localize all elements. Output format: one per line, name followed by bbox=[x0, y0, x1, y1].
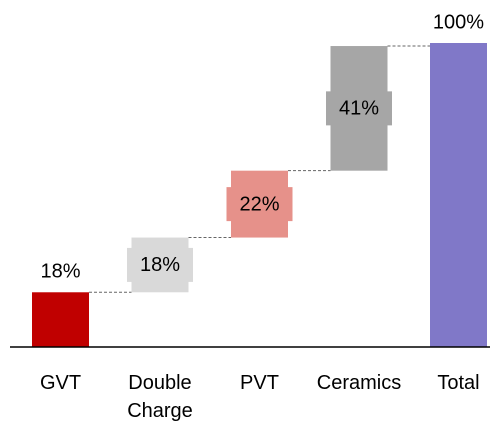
bar bbox=[32, 292, 89, 347]
x-tick-label: Total bbox=[437, 372, 480, 394]
x-tick-label: Double Charge bbox=[127, 372, 193, 422]
x-tick-label: GVT bbox=[39, 372, 82, 394]
x-tick-label: PVT bbox=[240, 372, 279, 394]
label-box bbox=[326, 91, 392, 126]
value-label: 41% bbox=[339, 98, 379, 120]
label-box bbox=[127, 247, 193, 282]
value-label: 22% bbox=[239, 193, 279, 215]
value-label: 18% bbox=[140, 254, 180, 276]
value-label: 18% bbox=[40, 261, 80, 283]
value-label: 100% bbox=[433, 11, 484, 33]
x-tick-label: Ceramics bbox=[316, 372, 402, 394]
label-box bbox=[226, 187, 293, 222]
bar bbox=[430, 43, 487, 347]
